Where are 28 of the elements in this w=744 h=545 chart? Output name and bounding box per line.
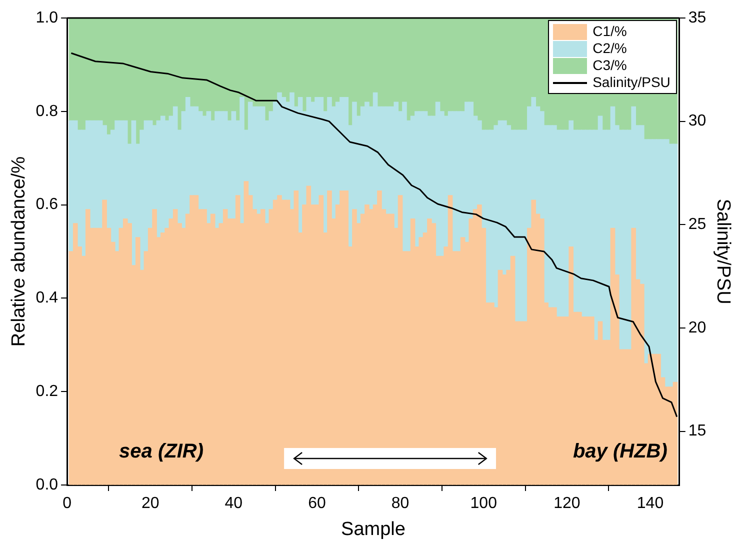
legend-label: C2/% bbox=[592, 40, 627, 57]
y-tick-label: 0.2 bbox=[36, 383, 58, 400]
y2-tick-label: 15 bbox=[688, 422, 706, 440]
y2-axis-title: Salinity/PSU bbox=[712, 198, 734, 304]
legend-label: C1/% bbox=[592, 23, 627, 40]
y-tick-label: 0.4 bbox=[36, 290, 58, 307]
y-tick-label: 0.6 bbox=[36, 196, 58, 214]
x-tick-label: 20 bbox=[141, 495, 160, 512]
legend-label: Salinity/PSU bbox=[592, 74, 670, 91]
y2-tick-label: 30 bbox=[688, 112, 706, 130]
x-tick-label: 0 bbox=[62, 495, 72, 512]
x-tick-label: 80 bbox=[391, 495, 410, 512]
annotation: sea (ZIR) bbox=[119, 440, 204, 463]
annotation: bay (HZB) bbox=[572, 440, 668, 463]
y-tick-label: 0.0 bbox=[36, 476, 58, 494]
x-tick-label: 40 bbox=[224, 495, 243, 512]
x-tick-label: 100 bbox=[470, 495, 498, 512]
y-tick-label: 0.8 bbox=[36, 102, 58, 120]
x-tick-label: 140 bbox=[636, 495, 664, 512]
x-tick-label: 120 bbox=[554, 495, 580, 512]
y2-tick-label: 25 bbox=[688, 216, 706, 234]
x-tick-label: 60 bbox=[308, 495, 326, 512]
y2-tick-label: 20 bbox=[688, 319, 706, 336]
x-axis-title: Sample bbox=[341, 518, 406, 540]
y-axis-title: Relative abundance/% bbox=[8, 156, 30, 347]
y-tick-label: 1.0 bbox=[36, 9, 58, 26]
y2-tick-label: 35 bbox=[688, 9, 706, 26]
legend-label: C3/% bbox=[592, 57, 627, 74]
